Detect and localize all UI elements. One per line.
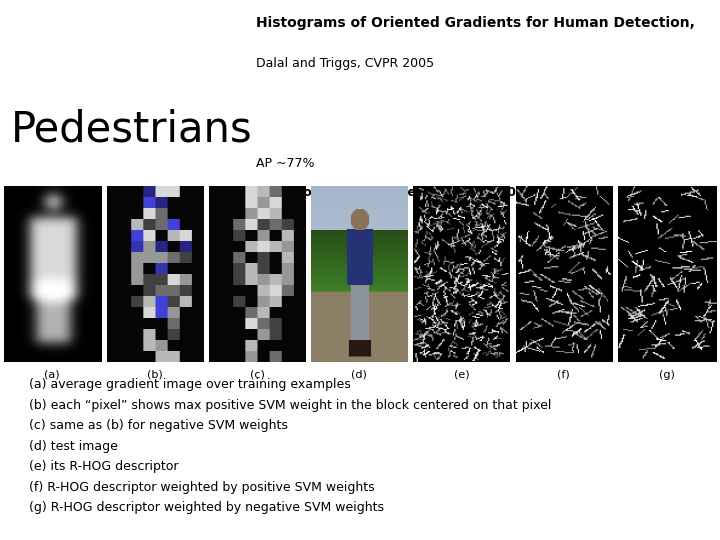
Text: (a): (a) xyxy=(45,370,60,380)
Text: Pedestrians: Pedestrians xyxy=(11,108,253,150)
Text: Dalal and Triggs, CVPR 2005: Dalal and Triggs, CVPR 2005 xyxy=(256,57,433,70)
Text: AP ~77%: AP ~77% xyxy=(256,157,314,170)
Text: More sophisticated methods: AP ~90%: More sophisticated methods: AP ~90% xyxy=(256,186,528,199)
Text: (e) its R-HOG descriptor: (e) its R-HOG descriptor xyxy=(29,460,179,473)
Text: (a) average gradient image over training examples: (a) average gradient image over training… xyxy=(29,378,351,391)
Text: (b) each “pixel” shows max positive SVM weight in the block centered on that pix: (b) each “pixel” shows max positive SVM … xyxy=(29,399,552,411)
Text: (g): (g) xyxy=(659,370,675,380)
Text: (e): (e) xyxy=(454,370,469,380)
Text: Histograms of Oriented Gradients for Human Detection,: Histograms of Oriented Gradients for Hum… xyxy=(256,16,695,30)
Text: (c): (c) xyxy=(250,370,264,380)
Text: (c) same as (b) for negative SVM weights: (c) same as (b) for negative SVM weights xyxy=(29,419,288,432)
Text: (f): (f) xyxy=(557,370,570,380)
Text: (b): (b) xyxy=(147,370,163,380)
Text: (d) test image: (d) test image xyxy=(29,440,117,453)
Text: (d): (d) xyxy=(351,370,367,380)
Text: (f) R-HOG descriptor weighted by positive SVM weights: (f) R-HOG descriptor weighted by positiv… xyxy=(29,481,374,494)
Text: (g) R-HOG descriptor weighted by negative SVM weights: (g) R-HOG descriptor weighted by negativ… xyxy=(29,501,384,514)
